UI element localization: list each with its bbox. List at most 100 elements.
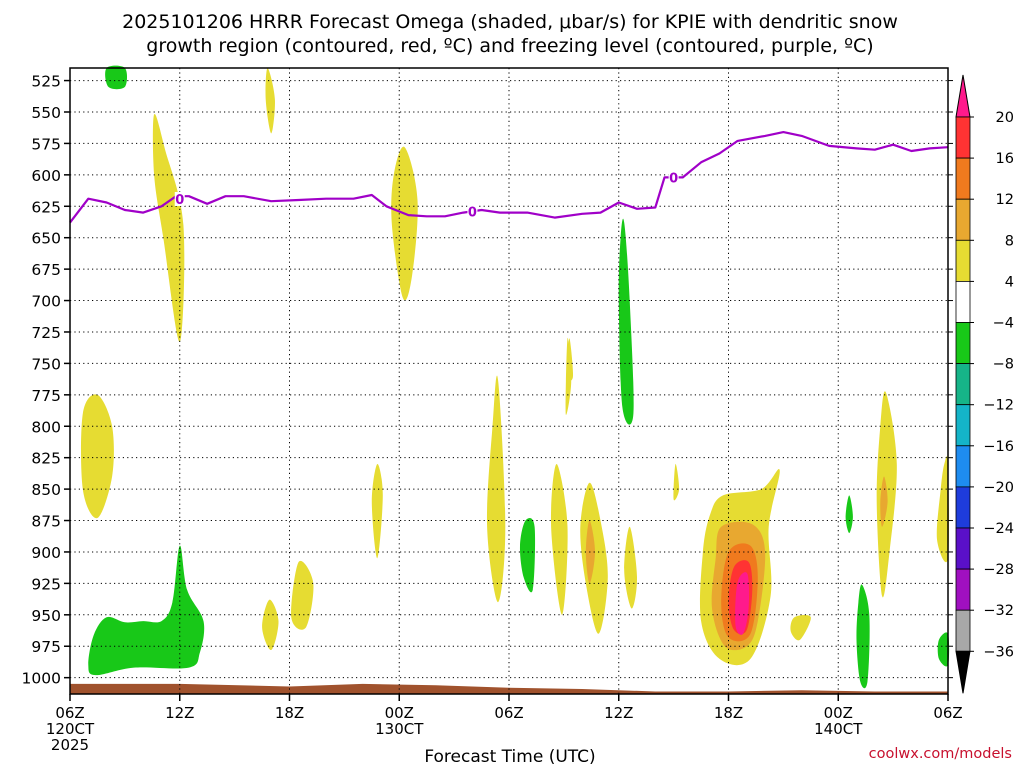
y-tick-label: 550: [31, 104, 61, 122]
omega-region-pos4: [81, 394, 114, 519]
omega-region-pos4: [371, 463, 383, 559]
omega-region-neg4: [88, 545, 205, 676]
omega-region-pos4: [291, 560, 314, 630]
colorbar-box: [955, 486, 971, 529]
y-axis: 525 550 575 600 625 650 675 700 725 750 775 800 825 8…: [22, 73, 953, 688]
colorbar-box: [955, 116, 971, 159]
colorbar-box: [955, 239, 971, 282]
x-tick-label: 2025: [51, 736, 89, 754]
x-tick-label: 12Z: [604, 704, 633, 722]
colorbar-box: [955, 445, 971, 488]
colorbar: 20 16 12 8 4 −4 −8 −12 −16 −20 −24 −28 −32 −36: [955, 74, 1014, 694]
colorbar-label: −32: [983, 603, 1014, 619]
colorbar-box: [955, 280, 971, 323]
omega-region-neg4: [519, 518, 536, 593]
y-tick-label: 775: [31, 387, 61, 405]
colorbar-label: 12: [996, 192, 1014, 208]
colorbar-label: 16: [996, 151, 1014, 167]
y-tick-label: 900: [31, 544, 61, 562]
freezing-level-label: 0: [175, 193, 184, 208]
omega-region-pos8: [880, 476, 888, 527]
omega-region-pos4: [550, 464, 568, 615]
omega-region-neg4: [105, 65, 128, 90]
freezing-level-label: 0: [669, 172, 678, 187]
omega-region-neg4: [937, 632, 950, 667]
y-tick-label: 1000: [22, 670, 61, 688]
colorbar-box: [955, 198, 971, 241]
y-tick-label: 850: [31, 481, 61, 499]
x-tick-label: 00Z: [385, 704, 414, 722]
omega-region-neg4: [618, 218, 634, 425]
x-tick-label: 140CT: [814, 720, 863, 738]
freezing-level-label: 0: [468, 206, 477, 221]
colorbar-label: −28: [983, 562, 1014, 578]
colorbar-label: −36: [983, 644, 1014, 660]
omega-region-pos4: [152, 113, 185, 343]
omega-region-pos4: [567, 338, 574, 381]
colorbar-label: −16: [983, 439, 1014, 455]
omega-region-pos4: [262, 599, 279, 651]
y-tick-label: 625: [31, 198, 61, 216]
colorbar-box: [955, 363, 971, 406]
x-tick-label: 06Z: [494, 704, 523, 722]
colorbar-label: 8: [1005, 233, 1014, 249]
colorbar-box: [955, 568, 971, 611]
freezing-level-label-bg: [668, 170, 679, 185]
colorbar-box: [955, 157, 971, 200]
omega-region-pos4: [790, 615, 811, 641]
y-tick-label: 800: [31, 418, 61, 436]
x-tick-label: 120CT: [46, 720, 95, 738]
y-tick-label: 950: [31, 607, 61, 625]
freezing-level: 0 0 0: [69, 131, 949, 224]
credit-text: coolwx.com/models: [869, 746, 1012, 762]
omega-region-pos4: [624, 526, 638, 609]
omega-shading: [81, 65, 950, 689]
x-tick-label: 18Z: [275, 704, 304, 722]
colorbar-label: −4: [993, 316, 1014, 332]
colorbar-bottom-extension: [955, 650, 971, 694]
omega-region-neg4: [856, 584, 870, 689]
colorbar-label: −8: [993, 357, 1014, 373]
omega-region-pos4: [391, 146, 418, 301]
gridlines: [70, 68, 948, 694]
omega-region-neg4: [845, 495, 853, 534]
y-tick-label: 925: [31, 575, 61, 593]
y-tick-label: 725: [31, 324, 61, 342]
colorbar-label: −20: [983, 480, 1014, 496]
freezing-level-label-bg: [174, 191, 185, 206]
x-tick-label: 06Z: [933, 704, 962, 722]
y-tick-label: 700: [31, 293, 61, 311]
chart-title-line-2: growth region (contoured, red, ºC) and f…: [146, 35, 873, 57]
x-tick-label: 00Z: [824, 704, 853, 722]
y-tick-label: 575: [31, 135, 61, 153]
omega-region-pos4: [673, 463, 680, 501]
y-tick-label: 875: [31, 513, 61, 531]
x-tick-label: 18Z: [714, 704, 743, 722]
y-tick-label: 525: [31, 73, 61, 91]
x-tick-label: 12Z: [165, 704, 194, 722]
x-axis-title: Forecast Time (UTC): [424, 747, 595, 767]
colorbar-label: 4: [1005, 274, 1014, 290]
colorbar-box: [955, 404, 971, 447]
y-tick-label: 650: [31, 230, 61, 248]
colorbar-box: [955, 322, 971, 364]
x-tick-label: 06Z: [55, 704, 84, 722]
colorbar-box: [955, 527, 971, 570]
colorbar-label: 20: [996, 110, 1014, 126]
omega-region-pos4: [936, 455, 949, 563]
omega-region-pos20: [735, 572, 750, 635]
freezing-level-line: [69, 131, 949, 224]
y-tick-label: 675: [31, 261, 61, 279]
colorbar-box: [955, 609, 971, 652]
omega-region-pos4: [265, 68, 275, 134]
freezing-level-label-bg: [467, 204, 478, 219]
y-tick-label: 600: [31, 167, 61, 185]
colorbar-label: −24: [983, 521, 1014, 537]
chart-title-line-1: 2025101206 HRRR Forecast Omega (shaded, …: [122, 11, 898, 33]
y-tick-label: 975: [31, 638, 61, 656]
x-tick-label: 130CT: [375, 720, 424, 738]
omega-region-pos4: [486, 375, 506, 603]
y-tick-label: 750: [31, 355, 61, 373]
